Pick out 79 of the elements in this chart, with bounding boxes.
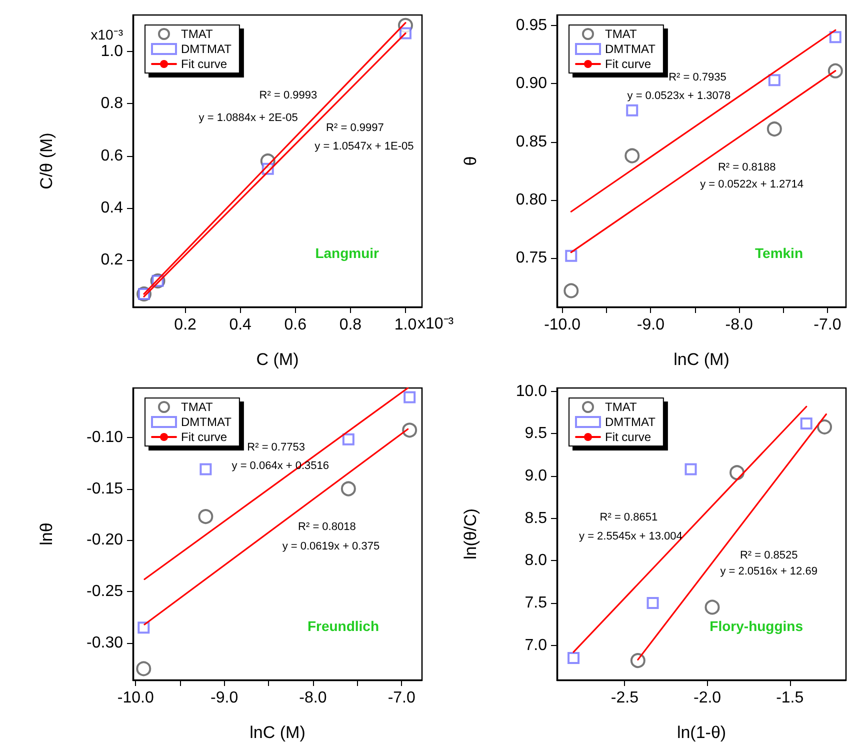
x-tick-label: 0.6 [284,316,307,334]
x-tick-label: -10.0 [117,690,154,706]
x-tick-label: -10.0 [544,316,581,334]
legend-label: Fit curve [605,57,652,71]
annotation: y = 1.0884x + 2E-05 [198,112,298,124]
annotation: y = 1.0547x + 1E-05 [314,140,414,152]
legend-label: DMTMAT [605,415,656,429]
annotation: y = 0.0619x + 0.375 [282,540,380,553]
y-tick-label: 7.5 [524,594,548,612]
x-axis-title: lnC (M) [674,350,730,369]
y-tick-label: 0.6 [100,147,124,164]
legend-label: DMTMAT [605,42,656,56]
y-tick-label: 8.5 [524,510,548,527]
y-tick-label: 0.2 [100,252,124,269]
y-tick-label: 8.0 [524,552,548,570]
y-tick-label: 7.0 [524,636,548,654]
x-tick-label: 0.8 [339,316,362,334]
annotation: R² = 0.7753 [247,441,305,454]
annotation: R² = 0.9993 [259,89,318,102]
annotation: R² = 0.8188 [718,161,776,174]
y-tick-label: 1.0 [100,43,124,60]
x-tick-label: -8.0 [299,690,327,706]
x-tick-label: -7.0 [388,690,416,706]
x-tick-label: -7.0 [814,316,842,334]
y-tick-label: -0.25 [86,583,124,600]
annotation: R² = 0.8525 [740,550,798,562]
x-axis-title: C (M) [256,350,299,369]
annotation: y = 2.0516x + 12.69 [720,566,818,578]
x-tick-label: -1.5 [776,690,804,706]
x-axis-title: lnC (M) [250,723,306,742]
y-tick-label: 0.4 [100,199,124,216]
x-tick-label: -8.0 [725,316,753,334]
text: Flory-huggins [710,618,804,634]
x-tick-label: 0.2 [174,316,197,334]
annotation: y = 0.0523x + 1.3078 [627,90,731,102]
y-tick-label: -0.10 [86,428,124,446]
legend-label: TMAT [181,27,214,41]
text: x10⁻³ [90,26,124,43]
x-tick-label: -2.0 [693,690,722,706]
y-tick-label: 0.95 [516,16,548,34]
y-tick-label: 9.5 [524,425,548,442]
y-tick-label: -0.20 [86,532,124,549]
y-tick-label: 0.75 [516,250,548,267]
x-axis-title: ln(1-θ) [676,723,726,742]
y-tick-label: 0.8 [100,95,124,112]
legend-label: DMTMAT [181,415,232,429]
y-tick-label: 0.85 [516,133,548,150]
y-axis-title: θ [461,156,480,166]
y-tick-label: 0.90 [516,75,548,92]
legend-label: Fit curve [605,430,652,444]
annotation: R² = 0.9997 [326,122,384,134]
text: Freundlich [307,618,380,634]
legend-label: Fit curve [181,57,228,71]
y-axis-title: ln(θ/C) [461,508,480,560]
y-axis-title: C/θ (M) [37,132,56,190]
y-tick-label: -0.15 [86,480,124,498]
text: Langmuir [315,245,380,261]
x-tick-label: -2.5 [610,690,639,706]
legend-label: Fit curve [181,430,228,444]
x-tick-label: -9.0 [210,690,238,706]
y-tick-label: -0.30 [86,634,124,652]
annotation: R² = 0.8018 [298,521,356,534]
legend-label: TMAT [181,400,214,414]
y-tick-label: 9.0 [524,468,548,485]
annotation: R² = 0.8651 [600,512,658,524]
legend-label: TMAT [605,27,638,41]
legend-label: TMAT [605,400,638,414]
text: x10⁻³ [417,316,454,332]
annotation: R² = 0.7935 [668,72,726,84]
x-tick-label: 1.0 [394,316,417,334]
annotation: y = 0.0522x + 1.2714 [700,178,804,191]
legend-label: DMTMAT [181,42,232,56]
x-tick-label: 0.4 [229,316,252,334]
y-tick-label: 0.80 [516,191,548,208]
x-tick-label: -9.0 [636,316,665,334]
y-axis-title: lnθ [37,522,56,546]
text: Temkin [755,245,804,261]
annotation: y = 2.5545x + 13.004 [579,530,682,542]
y-tick-label: 10.0 [516,382,548,400]
